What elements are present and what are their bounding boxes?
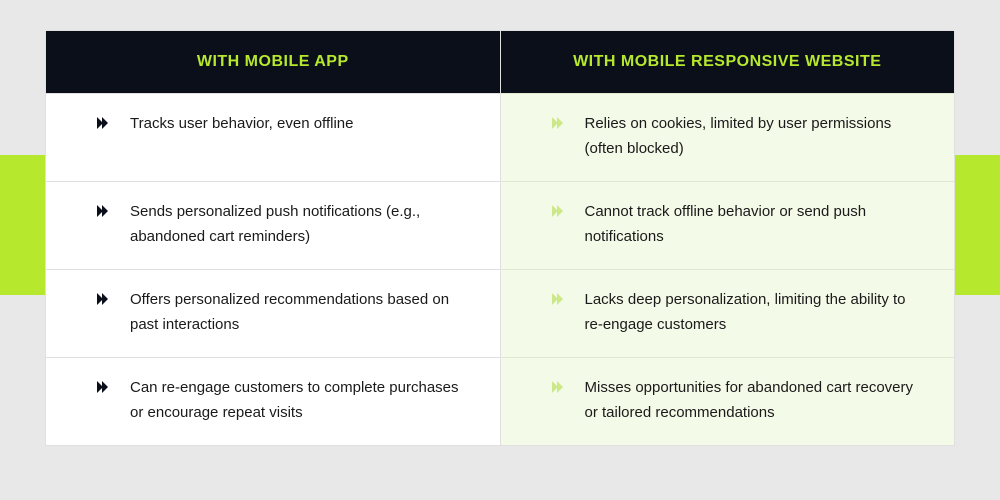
cell-text: Relies on cookies, limited by user permi… — [585, 112, 927, 162]
chevron-icon — [96, 291, 112, 307]
chevron-icon — [551, 291, 567, 307]
chevron-icon — [551, 115, 567, 131]
cell-text: Can re-engage customers to complete purc… — [130, 376, 472, 426]
table-row: Lacks deep personalization, limiting the… — [501, 269, 955, 357]
cell-text: Tracks user behavior, even offline — [130, 112, 353, 137]
table-row: Can re-engage customers to complete purc… — [46, 357, 500, 445]
table-row: Misses opportunities for abandoned cart … — [501, 357, 955, 445]
table-row: Offers personalized recommendations base… — [46, 269, 500, 357]
col-mobile-app: WITH MOBILE APP Tracks user behavior, ev… — [46, 31, 500, 445]
chevron-icon — [96, 379, 112, 395]
chevron-icon — [551, 379, 567, 395]
table-row: Relies on cookies, limited by user permi… — [501, 93, 955, 181]
cell-text: Misses opportunities for abandoned cart … — [585, 376, 927, 426]
comparison-table: WITH MOBILE APP Tracks user behavior, ev… — [45, 30, 955, 446]
cell-text: Offers personalized recommendations base… — [130, 288, 472, 338]
cell-text: Lacks deep personalization, limiting the… — [585, 288, 927, 338]
table-row: Sends personalized push notifications (e… — [46, 181, 500, 269]
col-header-right: WITH MOBILE RESPONSIVE WEBSITE — [501, 31, 955, 93]
chevron-icon — [551, 203, 567, 219]
chevron-icon — [96, 203, 112, 219]
table-row: Tracks user behavior, even offline — [46, 93, 500, 181]
chevron-icon — [96, 115, 112, 131]
cell-text: Sends personalized push notifications (e… — [130, 200, 472, 250]
table-row: Cannot track offline behavior or send pu… — [501, 181, 955, 269]
cell-text: Cannot track offline behavior or send pu… — [585, 200, 927, 250]
col-header-left: WITH MOBILE APP — [46, 31, 500, 93]
col-responsive-web: WITH MOBILE RESPONSIVE WEBSITE Relies on… — [501, 31, 955, 445]
